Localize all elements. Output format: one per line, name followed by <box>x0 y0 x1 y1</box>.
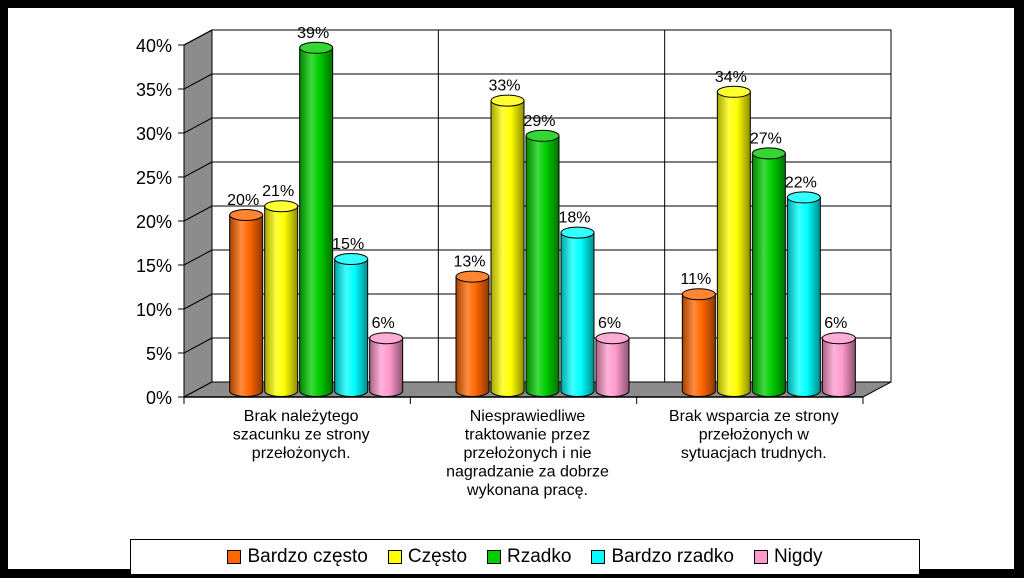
data-label: 6% <box>824 315 847 332</box>
bar-nigdy-0 <box>369 337 404 397</box>
legend: Bardzo często Często Rzadko Bardzo rzadko Ni… <box>130 539 920 575</box>
gridline-side <box>183 29 213 46</box>
bar-top <box>821 332 856 345</box>
x-tick-label: nagradzanie za dobrze <box>446 464 609 481</box>
x-tick-label: przełożonych. <box>252 445 351 462</box>
x-tick-label: Brak należytego <box>244 408 359 425</box>
y-tick-label: 10% <box>136 300 172 320</box>
bar-top <box>751 147 786 160</box>
y-tick-label: 5% <box>146 344 172 364</box>
bar-top <box>490 94 525 107</box>
legend-item: Bardzo rzadko <box>591 546 734 568</box>
data-label: 20% <box>227 192 259 209</box>
data-label: 11% <box>680 271 711 288</box>
legend-swatch <box>753 550 768 564</box>
x-tick-label: przełożonych w <box>699 427 810 444</box>
y-tick-label: 0% <box>146 388 172 408</box>
bar-bardzo-rzadko-1 <box>560 232 595 397</box>
gridline-side <box>183 205 213 222</box>
bar-top <box>560 226 595 239</box>
legend-label: Bardzo rzadko <box>611 546 734 567</box>
bar-top <box>716 85 751 98</box>
legend-label: Często <box>407 546 468 567</box>
bar-top <box>264 200 299 213</box>
data-label: 34% <box>715 69 747 86</box>
data-label: 27% <box>750 130 782 147</box>
data-label: 39% <box>297 25 329 42</box>
bar-często-2 <box>716 91 751 397</box>
gridline-side <box>183 337 213 354</box>
legend-swatch <box>487 550 502 564</box>
bar-rzadko-0 <box>299 47 334 397</box>
bar-bardzo-często-2 <box>681 293 716 397</box>
legend-item: Często <box>387 546 468 568</box>
legend-label: Bardzo często <box>247 546 368 567</box>
bar-rzadko-2 <box>751 152 786 397</box>
data-label: 13% <box>453 254 485 271</box>
data-label: 6% <box>372 315 395 332</box>
legend-label: Rzadko <box>507 546 572 567</box>
bar-top <box>525 129 560 142</box>
bar-nigdy-2 <box>821 337 856 397</box>
bar-bardzo-często-0 <box>229 214 264 397</box>
bar-top <box>455 270 490 283</box>
gridline-side <box>183 293 213 310</box>
bar-top <box>786 191 821 204</box>
bar-nigdy-1 <box>595 337 630 397</box>
y-tick-label: 30% <box>136 124 172 144</box>
bar-top <box>299 41 334 54</box>
x-tick-label: traktowanie przez <box>465 427 590 444</box>
x-tick-label: szacunku ze strony <box>233 427 370 444</box>
bar-top <box>681 288 716 301</box>
chart-panel: 0% 5% 10% 15% 20% 25% 30% 35% 40% 20% 21% 39% 15% 6% 1… <box>8 8 1014 575</box>
y-tick-label: 40% <box>136 36 172 56</box>
data-label: 18% <box>558 210 590 227</box>
data-label: 15% <box>332 236 364 253</box>
y-tick-label: 25% <box>136 168 172 188</box>
bar-top <box>334 253 369 265</box>
bar-top <box>369 332 404 345</box>
bar-często-1 <box>490 100 525 397</box>
gridline-side <box>183 249 213 266</box>
x-tick-label: wykonana pracę. <box>466 482 588 499</box>
x-tick-label: sytuacjach trudnych. <box>681 445 827 462</box>
y-tick-label: 15% <box>136 256 172 276</box>
legend-swatch <box>387 550 402 564</box>
bar-bardzo-często-1 <box>455 276 490 397</box>
bar-bardzo-rzadko-0 <box>334 258 369 397</box>
data-label: 6% <box>598 315 621 332</box>
x-tick-label: Brak wsparcia ze strony <box>669 408 839 425</box>
bar-bardzo-rzadko-2 <box>786 196 821 397</box>
legend-swatch <box>227 550 242 564</box>
legend-label: Nigdy <box>773 546 823 567</box>
y-tick-label: 35% <box>136 80 172 100</box>
gridline-side <box>183 73 213 90</box>
gridline-side <box>183 161 213 178</box>
bar-rzadko-1 <box>525 135 560 397</box>
y-tick-label: 20% <box>136 212 172 232</box>
legend-swatch <box>591 550 606 564</box>
legend-item: Rzadko <box>487 546 571 568</box>
bar-top <box>229 209 264 221</box>
data-label: 29% <box>523 113 555 130</box>
bar-top <box>595 332 630 345</box>
x-tick-label: przełożonych i nie <box>463 445 591 462</box>
data-label: 21% <box>262 183 294 200</box>
bar-często-0 <box>264 205 299 397</box>
data-label: 33% <box>488 78 520 95</box>
legend-item: Nigdy <box>753 546 823 568</box>
gridline-side <box>183 117 213 134</box>
x-tick-label: Niesprawiedliwe <box>470 408 586 425</box>
legend-item: Bardzo często <box>227 546 368 568</box>
bar-chart: 0%5%10%15%20%25%30%35%40%20%21%39%15%6%1… <box>136 25 892 499</box>
data-label: 22% <box>785 174 817 191</box>
